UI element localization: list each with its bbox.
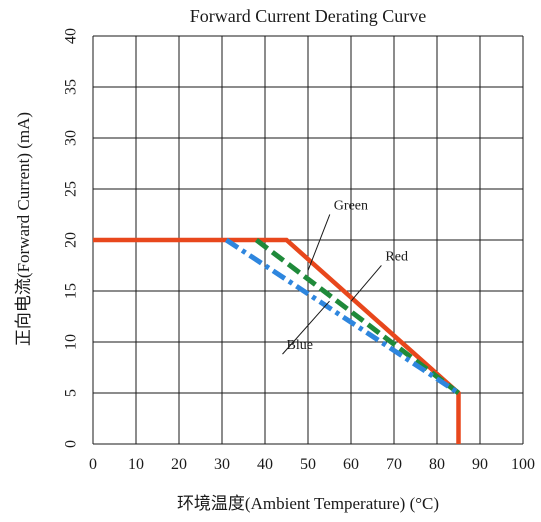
y-tick-label: 20 (63, 232, 80, 248)
y-tick-label: 30 (63, 130, 80, 146)
x-axis-title: 环境温度(Ambient Temperature) (°C) (177, 494, 439, 513)
series-line-red (93, 237, 461, 444)
annotation-leader-blue (282, 300, 330, 355)
x-tick-label: 90 (472, 456, 488, 473)
x-tick-label: 80 (429, 456, 445, 473)
y-tick-label: 40 (63, 28, 80, 44)
annotation-leader-red (350, 265, 382, 302)
annotation-label-blue: Blue (287, 338, 313, 353)
x-tick-label: 70 (386, 456, 402, 473)
x-tick-label: 50 (300, 456, 316, 473)
y-axis-title: 正向电流(Forward Current) (mA) (14, 112, 33, 346)
y-tick-label: 0 (63, 440, 80, 448)
x-tick-label: 20 (171, 456, 187, 473)
x-axis-ticks: 0 10 20 30 40 50 60 70 80 90 100 (89, 456, 535, 473)
x-tick-label: 0 (89, 456, 97, 473)
annotation-label-red: Red (385, 249, 408, 264)
x-tick-label: 100 (511, 456, 535, 473)
series-line-blue (224, 237, 460, 396)
y-tick-label: 15 (63, 283, 80, 299)
x-tick-label: 10 (128, 456, 144, 473)
annotation-layer: Green Red Blue (282, 198, 408, 355)
series-line-green (254, 238, 461, 395)
y-tick-label: 35 (63, 79, 80, 95)
x-tick-label: 30 (214, 456, 230, 473)
annotation-label-green: Green (334, 198, 368, 213)
y-tick-label: 25 (63, 181, 80, 197)
x-tick-label: 40 (257, 456, 273, 473)
y-tick-label: 10 (63, 334, 80, 350)
chart-title: Forward Current Derating Curve (190, 6, 426, 26)
y-axis-ticks: 0 5 10 15 20 25 30 35 40 (63, 28, 80, 448)
annotation-leader-green (307, 214, 331, 271)
series-layer (93, 237, 461, 444)
x-tick-label: 60 (343, 456, 359, 473)
grid-layer (92, 35, 524, 445)
y-tick-label: 5 (63, 389, 80, 397)
